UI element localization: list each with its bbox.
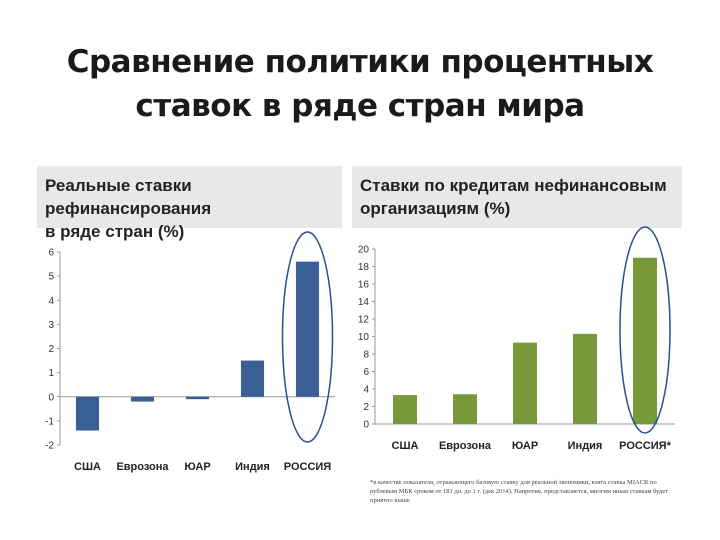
right-chart-title-line-2: организациям (%) xyxy=(360,199,511,218)
category-label: Еврозона xyxy=(439,440,492,452)
category-label: Еврозона xyxy=(116,461,169,473)
y-tick-label: -2 xyxy=(45,441,54,452)
slide-title-line-1: Сравнение политики процентных xyxy=(66,44,654,80)
category-label: РОССИЯ* xyxy=(619,440,671,452)
y-tick-label: 2 xyxy=(48,344,54,355)
left-chart-title-line-2: в ряде стран (%) xyxy=(45,222,185,241)
slide-title-line-2: ставок в ряде стран мира xyxy=(135,88,585,124)
category-label: США xyxy=(74,461,101,473)
y-tick-label: -1 xyxy=(45,416,54,427)
y-tick-label: 1 xyxy=(48,368,54,379)
right-chart-header: Ставки по кредитам нефинансовым организа… xyxy=(352,166,682,228)
left-chart-header: Реальные ставки рефинансирования в ряде … xyxy=(37,166,342,241)
y-tick-label: 18 xyxy=(358,262,370,273)
y-tick-label: 16 xyxy=(358,280,370,291)
category-label: США xyxy=(392,440,419,452)
bar xyxy=(393,395,417,424)
y-tick-label: 0 xyxy=(48,392,54,403)
left-chart-title-line-1: Реальные ставки рефинансирования xyxy=(45,176,212,218)
y-tick-label: 6 xyxy=(48,248,54,259)
y-tick-label: 8 xyxy=(363,350,369,361)
category-label: РОССИЯ xyxy=(284,461,332,473)
y-tick-label: 4 xyxy=(363,385,369,396)
category-label: Индия xyxy=(568,440,603,452)
y-tick-label: 6 xyxy=(363,367,369,378)
right-chart-title-line-1: Ставки по кредитам нефинансовым xyxy=(360,176,667,195)
slide-title: Сравнение политики процентных ставок в р… xyxy=(40,40,680,128)
bar xyxy=(633,257,657,424)
y-tick-label: 4 xyxy=(48,296,54,307)
footnote: *в качестве показателя, отражающего базо… xyxy=(370,479,669,504)
highlight-ellipse xyxy=(619,226,671,434)
bar xyxy=(185,396,210,400)
bar xyxy=(240,360,265,397)
y-tick-label: 12 xyxy=(358,315,370,326)
bar xyxy=(130,396,155,402)
y-tick-label: 2 xyxy=(363,402,369,413)
bar xyxy=(573,333,597,424)
category-label: ЮАР xyxy=(512,440,538,452)
y-tick-label: 3 xyxy=(48,320,54,331)
y-tick-label: 20 xyxy=(358,245,370,256)
y-tick-label: 10 xyxy=(358,332,370,343)
category-label: ЮАР xyxy=(184,461,210,473)
y-tick-label: 14 xyxy=(358,297,370,308)
y-tick-label: 0 xyxy=(363,420,369,431)
y-tick-label: 5 xyxy=(48,272,54,283)
category-label: Индия xyxy=(235,461,270,473)
bar xyxy=(453,394,477,424)
highlight-ellipse xyxy=(281,231,334,443)
bar xyxy=(295,261,320,397)
bar xyxy=(75,396,100,431)
bar xyxy=(513,342,537,424)
